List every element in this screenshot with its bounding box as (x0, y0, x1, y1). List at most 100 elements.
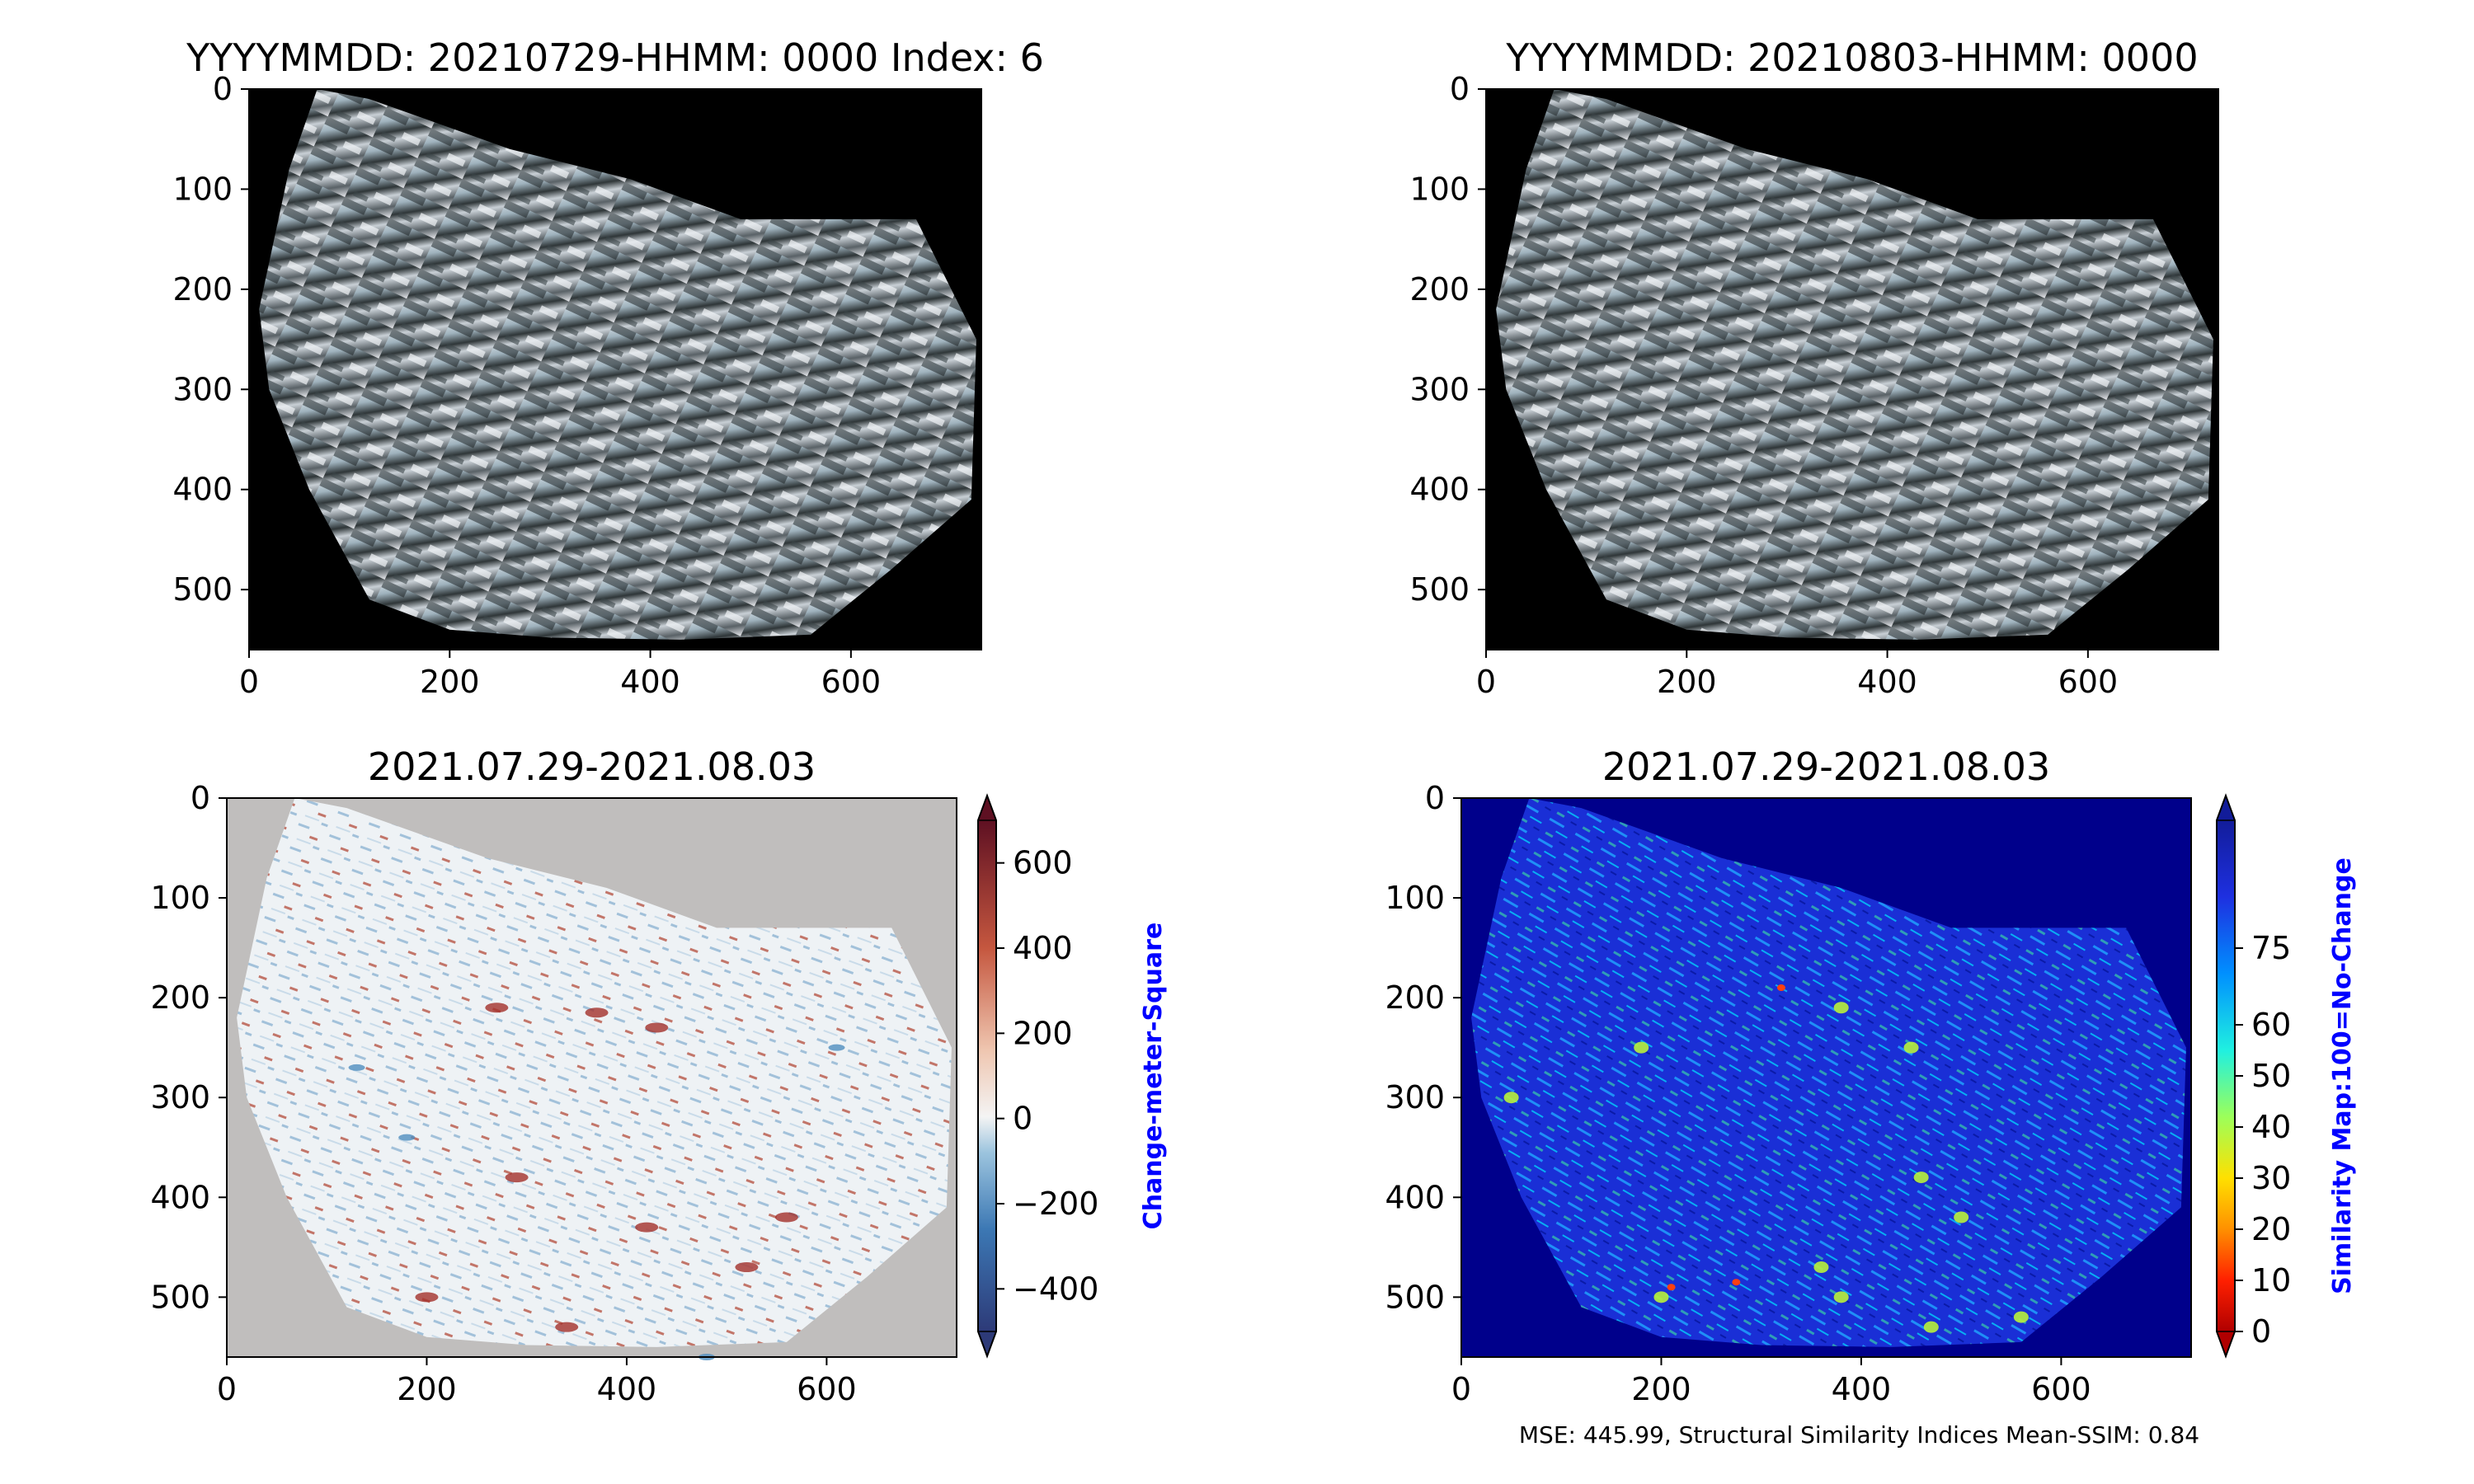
y-tick-label: 200 (1385, 979, 1445, 1016)
colorbar-tick-label: 400 (1013, 930, 1073, 966)
x-tick-label: 0 (217, 1371, 237, 1407)
x-tick-label: 200 (1631, 1371, 1691, 1407)
colorbar-extend-max (976, 793, 998, 821)
similarity-blob (1503, 1092, 1519, 1104)
change-blob (485, 1003, 509, 1013)
x-tick-label: 400 (1857, 664, 1917, 700)
image-footprint (1496, 89, 2213, 640)
x-tick-label: 200 (397, 1371, 457, 1407)
similarity-blob (1923, 1321, 1939, 1333)
colorbar-label: Similarity Map:100=No-Change (2328, 857, 2357, 1294)
colorbar: 600 400 200 0 −200 −400 Change-meter-Square (976, 793, 1168, 1359)
colorbar-tick-label: 10 (2251, 1262, 2291, 1298)
y-tick-label: 500 (1409, 571, 1470, 608)
y-tick-label: 300 (172, 371, 233, 407)
colorbar-tick-label: 200 (1013, 1015, 1073, 1051)
colorbar-tick-label: 20 (2251, 1211, 2291, 1247)
y-tick-label: 100 (1409, 171, 1470, 207)
change-blob (415, 1292, 439, 1303)
y-tick-label: 500 (1385, 1279, 1445, 1315)
change-blob (505, 1172, 529, 1183)
plot-frame (1485, 88, 2219, 650)
change-blob (555, 1322, 579, 1332)
image-footprint (237, 798, 952, 1347)
x-tick-label: 400 (597, 1371, 657, 1407)
panel-title: YYYYMMDD: 20210803-HHMM: 0000 (1505, 35, 2198, 80)
low-similarity-spot (1667, 1284, 1676, 1291)
panel-title: 2021.07.29-2021.08.03 (368, 744, 816, 789)
x-tick-label: 0 (239, 664, 259, 700)
y-tick-label: 100 (150, 880, 210, 916)
change-blob (645, 1022, 669, 1033)
similarity-blob (1653, 1291, 1669, 1303)
y-tick-label: 100 (172, 171, 233, 207)
y-tick-label: 0 (1425, 780, 1445, 816)
x-tick-label: 600 (797, 1371, 857, 1407)
change-blob (585, 1007, 609, 1018)
y-tick-label: 500 (150, 1279, 210, 1315)
colorbar-tick-label: 30 (2251, 1160, 2291, 1196)
similarity-blob (1634, 1041, 1649, 1054)
colorbar-tick-label: 600 (1013, 845, 1073, 881)
colorbar-tick-label: 40 (2251, 1109, 2291, 1145)
change-blob (635, 1222, 659, 1233)
colorbar: 75 60 50 40 30 20 10 0 Similarity Map:100=No-Cha… (2215, 793, 2357, 1359)
panel-3: 2021.07.29-2021.08.03 0 200 400 600 0 100 200 30… (150, 744, 1168, 1407)
similarity-blob (1903, 1041, 1919, 1054)
colorbar-gradient (978, 820, 996, 1331)
y-tick-label: 400 (1409, 472, 1470, 508)
panel-title: YYYYMMDD: 20210729-HHMM: 0000 Index: 6 (186, 35, 1044, 80)
y-tick-label: 200 (1409, 271, 1470, 308)
y-tick-label: 0 (1450, 71, 1470, 107)
x-tick-label: 600 (2058, 664, 2119, 700)
metrics-annotation: MSE: 445.99, Structural Similarity Indic… (1519, 1421, 2199, 1449)
colorbar-extend-min (976, 1331, 998, 1359)
colorbar-tick-label: 60 (2251, 1007, 2291, 1043)
similarity-blob (1833, 1002, 1849, 1014)
x-tick-label: 200 (1657, 664, 1717, 700)
y-tick-label: 400 (172, 472, 233, 508)
colorbar-extend-min (2215, 1331, 2236, 1359)
panel-2: YYYYMMDD: 20210803-HHMM: 0000 0 200 400 600 0… (1409, 35, 2219, 700)
y-tick-label: 200 (150, 979, 210, 1016)
low-similarity-spot (1732, 1279, 1741, 1286)
y-tick-label: 500 (172, 571, 233, 608)
similarity-blob (1954, 1211, 1969, 1223)
x-tick-label: 0 (1451, 1371, 1471, 1407)
x-tick-label: 200 (420, 664, 480, 700)
x-tick-label: 400 (1832, 1371, 1892, 1407)
colorbar-label: Change-meter-Square (1139, 923, 1168, 1230)
panel-title: 2021.07.29-2021.08.03 (1602, 744, 2050, 789)
y-tick-label: 300 (1409, 371, 1470, 407)
y-tick-label: 0 (213, 71, 233, 107)
image-footprint (259, 89, 976, 640)
y-tick-label: 300 (1385, 1079, 1445, 1115)
colorbar-tick-label: 50 (2251, 1058, 2291, 1094)
colorbar-tick-label: 0 (1013, 1101, 1032, 1137)
x-tick-label: 600 (821, 664, 882, 700)
similarity-blob (1833, 1291, 1849, 1303)
colorbar-tick-label: 75 (2251, 930, 2291, 966)
panel-4: 2021.07.29-2021.08.030 200 400 600010020030… (1385, 744, 2357, 1449)
colorbar-tick-label: −400 (1013, 1270, 1098, 1307)
change-blob (735, 1262, 759, 1273)
colorbar-gradient (2217, 820, 2235, 1331)
low-similarity-spot (1776, 984, 1785, 992)
y-tick-label: 0 (190, 780, 210, 816)
x-tick-label: 600 (2031, 1371, 2091, 1407)
y-tick-label: 300 (150, 1079, 210, 1115)
change-blob (828, 1044, 845, 1051)
colorbar-frame (977, 793, 997, 1359)
plot-frame (1460, 797, 2192, 1358)
similarity-blob (1813, 1261, 1829, 1274)
y-tick-label: 200 (172, 271, 233, 308)
panel-1: YYYYMMDD: 20210729-HHMM: 0000 Index: 60 2… (172, 35, 1043, 700)
change-blob (398, 1134, 416, 1141)
similarity-blob (2013, 1311, 2029, 1323)
colorbar-tick-label: −200 (1013, 1186, 1098, 1222)
y-tick-label: 400 (150, 1179, 210, 1215)
colorbar-extend-max (2215, 793, 2236, 821)
plot-frame (248, 88, 982, 650)
colorbar-tick-label: 0 (2251, 1313, 2271, 1350)
